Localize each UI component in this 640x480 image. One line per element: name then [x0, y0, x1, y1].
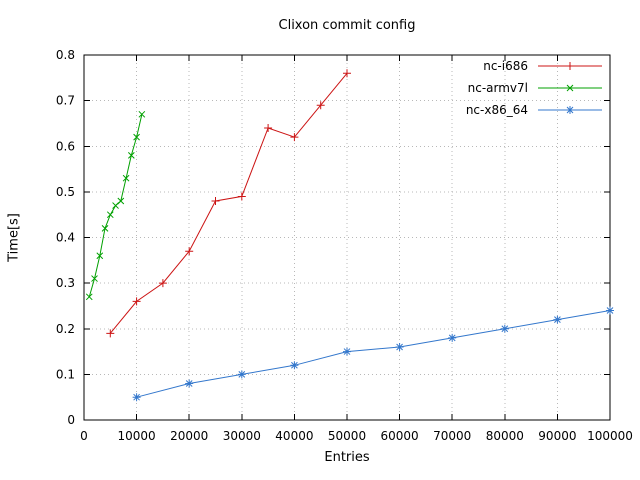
- legend-marker: [566, 106, 574, 114]
- legend-marker: [566, 62, 574, 70]
- legend-item-nc-armv7l: nc-armv7l: [468, 81, 602, 95]
- svg-text:70000: 70000: [433, 429, 471, 443]
- svg-text:50000: 50000: [328, 429, 366, 443]
- series-nc-armv7l: [85, 110, 146, 301]
- series-nc-i686: [106, 69, 351, 338]
- svg-text:80000: 80000: [486, 429, 524, 443]
- legend-label: nc-i686: [483, 59, 528, 73]
- tick-marks: [83, 54, 611, 421]
- svg-text:0: 0: [80, 429, 88, 443]
- svg-text:0: 0: [67, 413, 75, 427]
- svg-text:0.7: 0.7: [56, 94, 75, 108]
- legend-label: nc-armv7l: [468, 81, 528, 95]
- series-line: [109, 72, 348, 334]
- legend-marker: [566, 84, 574, 92]
- series-line: [136, 310, 611, 398]
- series-markers: [106, 69, 351, 338]
- svg-text:0.3: 0.3: [56, 276, 75, 290]
- chart-title: Clixon commit config: [278, 18, 416, 33]
- svg-text:10000: 10000: [118, 429, 156, 443]
- legend-label: nc-x86_64: [466, 103, 528, 117]
- svg-text:0.2: 0.2: [56, 322, 75, 336]
- svg-text:20000: 20000: [170, 429, 208, 443]
- svg-text:0.6: 0.6: [56, 139, 75, 153]
- series-markers: [132, 306, 614, 402]
- svg-text:40000: 40000: [275, 429, 313, 443]
- svg-text:100000: 100000: [587, 429, 633, 443]
- svg-text:90000: 90000: [538, 429, 576, 443]
- svg-text:0.8: 0.8: [56, 48, 75, 62]
- legend-item-nc-i686: nc-i686: [483, 59, 602, 73]
- series-markers: [85, 110, 146, 301]
- svg-text:60000: 60000: [381, 429, 419, 443]
- svg-text:0.1: 0.1: [56, 367, 75, 381]
- x-axis-label: Entries: [324, 450, 370, 465]
- legend: nc-i686 nc-armv7l nc-x86_64: [466, 59, 602, 117]
- svg-text:30000: 30000: [223, 429, 261, 443]
- series-nc-x86_64: [132, 306, 614, 402]
- grid-lines: [83, 54, 611, 421]
- tick-labels: 0 10000 20000 30000 40000 50000 60000 70000 8000…: [56, 48, 633, 443]
- plot-border: [83, 54, 611, 421]
- legend-item-nc-x86_64: nc-x86_64: [466, 103, 602, 117]
- svg-text:0.4: 0.4: [56, 231, 75, 245]
- svg-text:0.5: 0.5: [56, 185, 75, 199]
